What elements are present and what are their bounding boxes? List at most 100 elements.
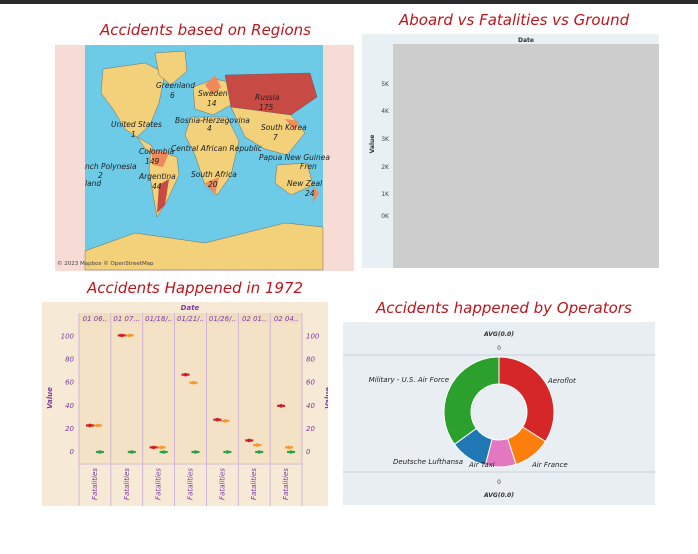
year1972-ytick-left: 40	[65, 402, 74, 410]
world-map[interactable]: Greenland 6 Sweden 14 Russia 175 United …	[55, 45, 354, 271]
year1972-xlabel: Fatalities	[91, 468, 99, 500]
south-africa-shape[interactable]	[205, 177, 219, 195]
year1972-ytick-left: 0	[70, 448, 75, 456]
year1972-category-label: 01 06..	[83, 315, 108, 323]
aboard-mark-dot[interactable]	[215, 417, 220, 422]
donut-label-military: Military - U.S. Air Force	[369, 376, 449, 384]
year1972-ytick-left: 100	[61, 333, 75, 341]
greenland-shape[interactable]	[154, 50, 188, 86]
map-panel: Greenland 6 Sweden 14 Russia 175 United …	[55, 45, 354, 271]
year1972-xlabel: Fatalities	[187, 468, 195, 500]
donut-slice-aeroflot[interactable]	[498, 356, 555, 443]
map-value-greenland: 6	[170, 91, 175, 100]
year1972-ytick-right: 0	[306, 448, 311, 456]
year1972-ylabel-right: Value	[324, 387, 328, 409]
map-label-colombia: Colombia	[139, 147, 175, 156]
donut-label-air-taxi: Air Taxi	[468, 461, 495, 469]
year1972-yticks: 100 100 80 80 60 60 40 40 20 20 0 0	[61, 333, 320, 456]
aboard-mark-dot[interactable]	[279, 404, 283, 408]
map-label-sweden: Sweden	[198, 89, 228, 98]
map-value-colombia: 149	[145, 157, 160, 166]
year1972-category-label: 01 07...	[113, 315, 140, 323]
aboard-mark-dot[interactable]	[88, 423, 92, 428]
year1972-ytick-left: 60	[65, 379, 74, 387]
year1972-marks	[85, 333, 296, 454]
fatalities-mark-dot[interactable]	[287, 445, 291, 450]
map-label-fren: Fren	[300, 162, 317, 171]
donut-label-lufthansa: Deutsche Lufthansa	[393, 458, 463, 466]
top-bar	[0, 0, 698, 4]
map-label-polynesia: nch Polynesia	[85, 162, 137, 171]
fatalities-mark-dot[interactable]	[159, 445, 164, 450]
map-label-bosnia: Bosnia-Herzegovina	[175, 116, 250, 125]
year1972-col-header-bg	[207, 313, 238, 323]
aboard-tick-1k: 1K	[381, 191, 390, 198]
year1972-col-header-bg	[143, 313, 174, 323]
map-value-united-states: 1	[131, 130, 136, 139]
ground-mark-dot[interactable]	[161, 450, 166, 454]
new-zealand-shape[interactable]	[313, 185, 319, 203]
year1972-col-header-bg	[111, 313, 142, 323]
australia-shape[interactable]	[274, 162, 314, 196]
year1972-category-label: 01/26/..	[209, 315, 236, 323]
ground-mark-dot[interactable]	[257, 450, 262, 454]
aboard-plot-area[interactable]	[393, 44, 659, 268]
aboard-header: Date	[518, 37, 534, 44]
fatalities-mark-dot[interactable]	[96, 423, 100, 428]
ground-mark-dot[interactable]	[289, 450, 293, 454]
operators-chart[interactable]: AVG(0.0) 0 0 AVG(0.0) Aeroflot Air Franc…	[343, 322, 655, 505]
year1972-category-label: 01/18/..	[145, 315, 172, 323]
antarctica-shape	[84, 222, 324, 271]
year1972-xlabel: Fatalities	[155, 468, 163, 500]
aboard-tick-2k: 2K	[381, 164, 390, 171]
donut-slice-military-u-s-air-force[interactable]	[443, 356, 500, 446]
fatalities-mark-dot[interactable]	[191, 380, 196, 385]
operators-donut[interactable]	[443, 356, 555, 468]
aboard-tick-5k: 5K	[381, 81, 390, 88]
ground-mark-dot[interactable]	[193, 450, 198, 454]
year1972-ylabel-left: Value	[46, 387, 54, 409]
aboard-panel: Date Value 5K 4K 3K 2K 1K 0K	[362, 34, 659, 268]
year1972-columns: 01 06.. Fatalities 01 07... Fatalities 01/18…	[78, 313, 303, 506]
map-label-papua: Papua New Guinea	[259, 153, 330, 162]
argentina-shape[interactable]	[157, 179, 169, 213]
fatalities-mark-dot[interactable]	[255, 443, 260, 447]
map-label-new-zealand: New Zeal	[287, 179, 323, 188]
donut-label-aeroflot: Aeroflot	[547, 377, 576, 385]
year1972-col-header-bg	[175, 313, 206, 323]
fatalities-mark-dot[interactable]	[223, 419, 228, 423]
map-value-argentina: 44	[152, 182, 162, 191]
map-value-polynesia: 2	[98, 171, 103, 180]
map-label-south-africa: South Africa	[191, 170, 237, 179]
aboard-mark-dot[interactable]	[247, 438, 252, 443]
operators-top-label: AVG(0.0)	[483, 331, 514, 338]
south-korea-shape[interactable]	[285, 119, 299, 131]
map-label-united-states: United States	[111, 120, 162, 129]
year1972-title: Accidents Happened in 1972	[87, 279, 304, 297]
operators-panel: AVG(0.0) 0 0 AVG(0.0) Aeroflot Air Franc…	[343, 322, 655, 505]
colombia-shape[interactable]	[151, 149, 169, 167]
year1972-col-header-bg	[271, 313, 301, 323]
fatalities-mark-dot[interactable]	[127, 333, 132, 338]
year1972-plot-bg	[79, 313, 302, 463]
operators-top-value: 0	[497, 345, 501, 352]
aboard-mark-dot[interactable]	[151, 445, 156, 450]
year1972-ytick-left: 20	[65, 425, 74, 433]
ground-mark-dot[interactable]	[129, 450, 134, 454]
map-value-sweden: 14	[207, 99, 217, 108]
ground-mark-dot[interactable]	[98, 450, 102, 454]
africa-shape[interactable]	[184, 116, 240, 196]
aboard-ylabel: Value	[369, 135, 376, 154]
map-value-south-korea: 7	[273, 133, 278, 142]
sweden-shape[interactable]	[205, 75, 221, 95]
aboard-mark-dot[interactable]	[119, 333, 124, 338]
north-america-shape[interactable]	[100, 62, 166, 138]
year1972-xlabel: Fatalities	[218, 468, 226, 500]
aboard-mark-dot[interactable]	[183, 372, 188, 377]
ground-mark-dot[interactable]	[225, 450, 230, 454]
operators-bottom-label: AVG(0.0)	[483, 492, 514, 499]
map-label-car: Central African Republic	[171, 144, 263, 153]
asia-shape[interactable]	[230, 106, 306, 156]
year1972-ytick-left: 80	[65, 356, 74, 364]
